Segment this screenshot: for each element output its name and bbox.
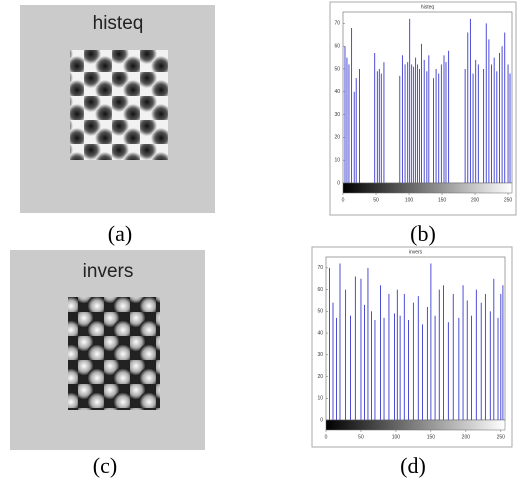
figure: histeq (a) invers (c) histeq 0 10 20 30 40 50 6… [0,0,523,484]
x-tick-label: 150 [438,197,447,203]
y-tick-label: 0 [337,180,340,186]
y-tick-label: 0 [320,417,323,423]
x-tick-label: 0 [342,197,345,203]
y-tick-label: 20 [334,135,340,141]
y-tick-label: 40 [317,330,323,336]
caption: (c) [93,453,117,478]
x-tick-label: 150 [427,434,436,440]
caption: (a) [108,221,132,246]
chart-title: invers [409,249,423,255]
x-tick-label: 0 [325,434,328,440]
colorbar [326,420,505,430]
y-tick-label: 20 [317,374,323,380]
figure-canvas: histeq (a) invers (c) histeq 0 10 20 30 40 50 6… [0,0,523,484]
y-tick-label: 50 [334,66,340,72]
y-tick-label: 10 [334,158,340,164]
y-tick-label: 40 [334,89,340,95]
image-title: invers [83,261,134,282]
y-tick-label: 70 [317,265,323,271]
image [68,297,160,410]
image [70,50,168,160]
y-tick-label: 30 [317,352,323,358]
image-title: histeq [93,13,144,34]
x-tick-label: 100 [405,197,414,203]
plot-area [326,257,505,420]
x-tick-label: 50 [373,197,379,203]
chart-title: histeq [421,4,435,10]
y-tick-label: 30 [334,112,340,118]
colorbar [343,183,512,193]
y-tick-label: 70 [334,21,340,27]
x-tick-label: 250 [504,197,513,203]
y-tick-label: 60 [334,44,340,50]
x-tick-label: 200 [471,197,480,203]
x-tick-label: 100 [392,434,401,440]
x-tick-label: 200 [462,434,471,440]
x-tick-label: 50 [358,434,364,440]
y-tick-label: 10 [317,396,323,402]
y-tick-label: 60 [317,287,323,293]
caption: (d) [400,453,426,478]
y-tick-label: 50 [317,309,323,315]
caption: (b) [410,221,436,246]
x-tick-label: 250 [497,434,506,440]
